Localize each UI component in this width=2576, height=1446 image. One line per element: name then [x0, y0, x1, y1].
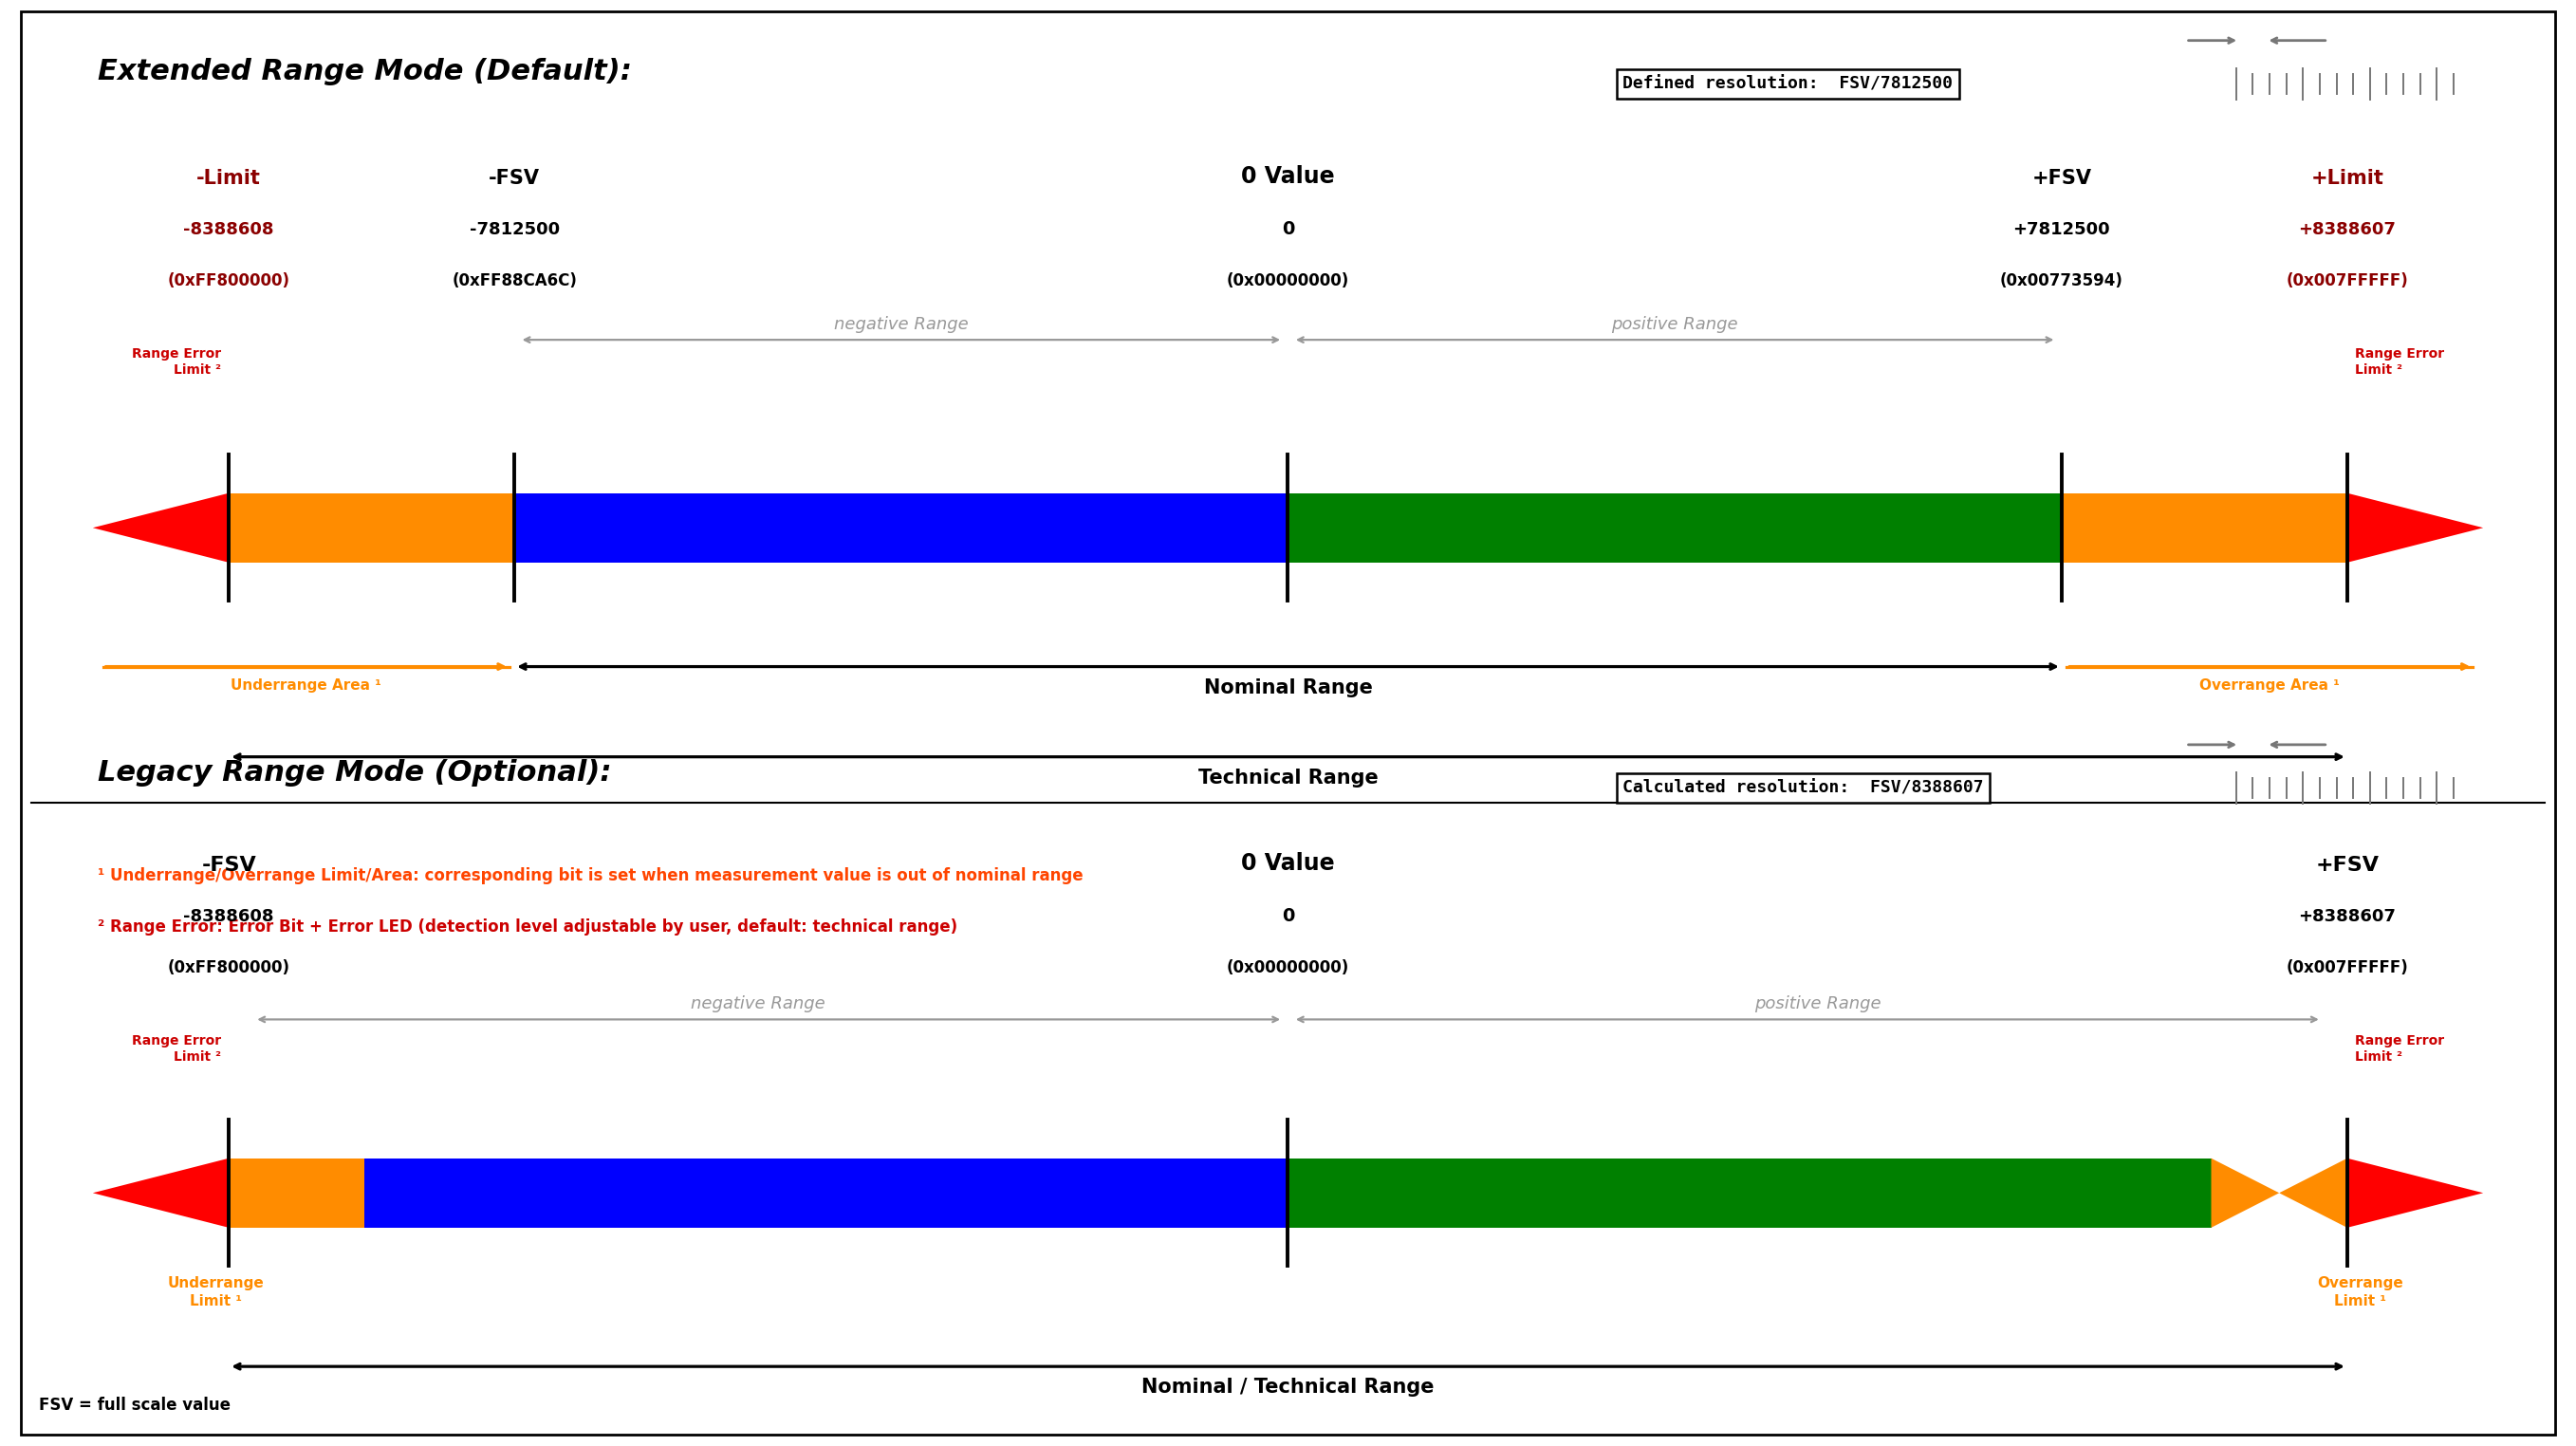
Text: Nominal / Technical Range: Nominal / Technical Range: [1141, 1378, 1435, 1397]
Text: Nominal Range: Nominal Range: [1203, 678, 1373, 697]
Text: -8388608: -8388608: [183, 221, 273, 239]
Text: +FSV: +FSV: [2316, 856, 2380, 875]
FancyBboxPatch shape: [515, 493, 1288, 562]
Text: (0xFF88CA6C): (0xFF88CA6C): [451, 272, 577, 289]
Polygon shape: [2210, 1158, 2347, 1228]
FancyBboxPatch shape: [1288, 493, 2061, 562]
Text: Overrange Area ¹: Overrange Area ¹: [2200, 678, 2339, 693]
Text: negative Range: negative Range: [690, 995, 827, 1012]
Text: -7812500: -7812500: [469, 221, 559, 239]
Text: Technical Range: Technical Range: [1198, 768, 1378, 788]
Text: (0x00773594): (0x00773594): [1999, 272, 2123, 289]
Text: -8388608: -8388608: [183, 908, 273, 925]
Text: (0x00000000): (0x00000000): [1226, 959, 1350, 976]
Polygon shape: [93, 493, 229, 562]
FancyBboxPatch shape: [229, 493, 515, 562]
Text: +8388607: +8388607: [2298, 221, 2396, 239]
Text: (0xFF800000): (0xFF800000): [167, 272, 291, 289]
FancyBboxPatch shape: [366, 1158, 1288, 1228]
Text: +FSV: +FSV: [2032, 169, 2092, 188]
Text: +8388607: +8388607: [2298, 908, 2396, 925]
Text: Range Error
Limit ²: Range Error Limit ²: [2354, 347, 2445, 377]
Text: ¹ Underrange/Overrange Limit/Area: corresponding bit is set when measurement val: ¹ Underrange/Overrange Limit/Area: corre…: [98, 868, 1084, 885]
Text: 0 Value: 0 Value: [1242, 852, 1334, 875]
Text: -FSV: -FSV: [489, 169, 541, 188]
Text: 0: 0: [1283, 221, 1293, 239]
Polygon shape: [229, 1158, 366, 1228]
Text: (0x00000000): (0x00000000): [1226, 272, 1350, 289]
Polygon shape: [2347, 493, 2483, 562]
Text: +Limit: +Limit: [2311, 169, 2383, 188]
Text: +7812500: +7812500: [2012, 221, 2110, 239]
Text: Underrange Area ¹: Underrange Area ¹: [232, 678, 381, 693]
Text: negative Range: negative Range: [835, 315, 969, 333]
Text: Legacy Range Mode (Optional):: Legacy Range Mode (Optional):: [98, 759, 611, 787]
Text: positive Range: positive Range: [1613, 315, 1739, 333]
Text: Defined resolution:  FSV/7812500: Defined resolution: FSV/7812500: [1623, 75, 1953, 93]
Polygon shape: [93, 1158, 229, 1228]
Text: -Limit: -Limit: [196, 169, 260, 188]
Text: Range Error
Limit ²: Range Error Limit ²: [131, 347, 222, 377]
Text: Overrange
Limit ¹: Overrange Limit ¹: [2316, 1277, 2403, 1309]
Text: positive Range: positive Range: [1754, 995, 1880, 1012]
FancyBboxPatch shape: [1288, 1158, 2210, 1228]
Polygon shape: [2347, 1158, 2483, 1228]
Text: 0: 0: [1283, 908, 1293, 925]
FancyBboxPatch shape: [21, 12, 2555, 1434]
Text: -FSV: -FSV: [201, 856, 255, 875]
Text: Range Error
Limit ²: Range Error Limit ²: [2354, 1034, 2445, 1064]
FancyBboxPatch shape: [2061, 493, 2347, 562]
Text: ² Range Error: Error Bit + Error LED (detection level adjustable by user, defaul: ² Range Error: Error Bit + Error LED (de…: [98, 918, 958, 936]
Text: 0 Value: 0 Value: [1242, 165, 1334, 188]
Text: (0xFF800000): (0xFF800000): [167, 959, 291, 976]
Text: (0x007FFFFF): (0x007FFFFF): [2285, 959, 2409, 976]
Text: Underrange
Limit ¹: Underrange Limit ¹: [167, 1277, 265, 1309]
Text: FSV = full scale value: FSV = full scale value: [39, 1397, 229, 1414]
Text: Range Error
Limit ²: Range Error Limit ²: [131, 1034, 222, 1064]
Text: (0x007FFFFF): (0x007FFFFF): [2285, 272, 2409, 289]
Text: Calculated resolution:  FSV/8388607: Calculated resolution: FSV/8388607: [1623, 779, 1984, 797]
Text: Extended Range Mode (Default):: Extended Range Mode (Default):: [98, 58, 631, 85]
